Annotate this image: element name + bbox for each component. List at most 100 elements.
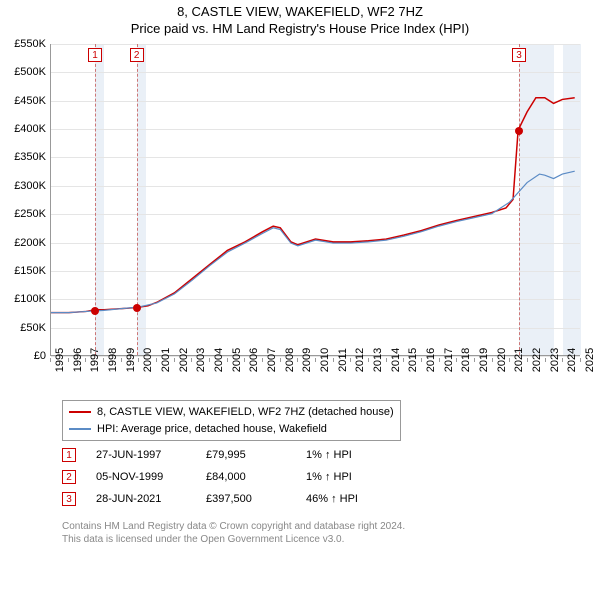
legend-item: HPI: Average price, detached house, Wake… xyxy=(69,421,394,438)
x-tick xyxy=(368,358,369,362)
legend-box: 8, CASTLE VIEW, WAKEFIELD, WF2 7HZ (deta… xyxy=(62,400,401,441)
x-tick xyxy=(315,358,316,362)
x-tick xyxy=(403,358,404,362)
title-subtitle: Price paid vs. HM Land Registry's House … xyxy=(0,21,600,38)
x-tick xyxy=(191,358,192,362)
footer-line2: This data is licensed under the Open Gov… xyxy=(62,533,405,546)
x-tick-label: 2021 xyxy=(513,348,525,372)
y-tick-label: £500K xyxy=(14,66,46,78)
footer-attribution: Contains HM Land Registry data © Crown c… xyxy=(62,520,405,546)
x-tick xyxy=(492,358,493,362)
x-tick xyxy=(386,358,387,362)
x-axis-labels: 1995199619971998199920002001200220032004… xyxy=(50,358,580,398)
sale-dot xyxy=(133,304,141,312)
x-tick-label: 2022 xyxy=(531,348,543,372)
x-tick-label: 2023 xyxy=(549,348,561,372)
x-tick-label: 2014 xyxy=(390,348,402,372)
x-tick-label: 1997 xyxy=(89,348,101,372)
sales-row-date: 27-JUN-1997 xyxy=(96,449,206,461)
x-tick xyxy=(350,358,351,362)
x-tick-label: 2003 xyxy=(195,348,207,372)
x-tick-label: 2005 xyxy=(231,348,243,372)
x-tick-label: 2024 xyxy=(566,348,578,372)
sales-row: 2 05-NOV-1999£84,0001% ↑ HPI xyxy=(62,466,416,488)
x-tick xyxy=(580,358,581,362)
sales-row-diff: 1% ↑ HPI xyxy=(306,449,416,461)
y-tick-label: £300K xyxy=(14,180,46,192)
legend-item: 8, CASTLE VIEW, WAKEFIELD, WF2 7HZ (deta… xyxy=(69,404,394,421)
sale-marker-number: 1 xyxy=(88,48,102,62)
x-tick xyxy=(562,358,563,362)
y-axis-labels: £0£50K£100K£150K£200K£250K£300K£350K£400… xyxy=(0,44,48,356)
sales-row-diff: 46% ↑ HPI xyxy=(306,493,416,505)
x-tick-label: 2025 xyxy=(584,348,596,372)
x-tick xyxy=(156,358,157,362)
series-line-hpi xyxy=(51,171,575,312)
x-tick-label: 2010 xyxy=(319,348,331,372)
legend-label: HPI: Average price, detached house, Wake… xyxy=(97,421,327,438)
y-tick-label: £550K xyxy=(14,38,46,50)
sales-row-date: 05-NOV-1999 xyxy=(96,471,206,483)
y-tick-label: £200K xyxy=(14,237,46,249)
x-tick-label: 2013 xyxy=(372,348,384,372)
x-tick xyxy=(545,358,546,362)
x-tick-label: 2004 xyxy=(213,348,225,372)
sale-marker-number: 2 xyxy=(130,48,144,62)
legend-swatch xyxy=(69,428,91,430)
y-tick-label: £350K xyxy=(14,151,46,163)
x-tick-label: 2015 xyxy=(407,348,419,372)
y-tick-label: £250K xyxy=(14,208,46,220)
x-tick xyxy=(421,358,422,362)
x-tick-label: 2019 xyxy=(478,348,490,372)
y-tick-label: £0 xyxy=(34,350,46,362)
x-tick-label: 2000 xyxy=(142,348,154,372)
legend-swatch xyxy=(69,411,91,413)
x-tick xyxy=(333,358,334,362)
x-tick-label: 2020 xyxy=(496,348,508,372)
sales-row-price: £79,995 xyxy=(206,449,306,461)
sale-marker-number: 3 xyxy=(512,48,526,62)
x-tick-label: 1999 xyxy=(125,348,137,372)
x-tick-label: 2011 xyxy=(337,348,349,372)
sales-row-number: 1 xyxy=(62,448,76,462)
x-tick xyxy=(280,358,281,362)
y-tick-label: £100K xyxy=(14,293,46,305)
x-tick-label: 2017 xyxy=(443,348,455,372)
legend-label: 8, CASTLE VIEW, WAKEFIELD, WF2 7HZ (deta… xyxy=(97,404,394,421)
sale-dot xyxy=(91,307,99,315)
x-tick xyxy=(68,358,69,362)
x-tick xyxy=(138,358,139,362)
x-tick-label: 1996 xyxy=(72,348,84,372)
x-tick xyxy=(262,358,263,362)
chart-svg xyxy=(51,44,580,355)
x-tick-label: 1995 xyxy=(54,348,66,372)
x-tick xyxy=(209,358,210,362)
x-tick xyxy=(103,358,104,362)
sales-table: 1 27-JUN-1997£79,9951% ↑ HPI 2 05-NOV-1999£… xyxy=(62,444,416,510)
sales-row-diff: 1% ↑ HPI xyxy=(306,471,416,483)
sales-row-number: 2 xyxy=(62,470,76,484)
x-tick-label: 2016 xyxy=(425,348,437,372)
x-tick-label: 2009 xyxy=(301,348,313,372)
x-tick-label: 2012 xyxy=(354,348,366,372)
x-tick xyxy=(244,358,245,362)
sales-row-date: 28-JUN-2021 xyxy=(96,493,206,505)
x-tick-label: 2008 xyxy=(284,348,296,372)
x-tick xyxy=(474,358,475,362)
y-tick-label: £150K xyxy=(14,265,46,277)
footer-line1: Contains HM Land Registry data © Crown c… xyxy=(62,520,405,533)
x-tick xyxy=(456,358,457,362)
sales-row-price: £397,500 xyxy=(206,493,306,505)
x-tick xyxy=(527,358,528,362)
x-tick xyxy=(121,358,122,362)
series-line-property xyxy=(51,98,575,313)
x-tick-label: 2018 xyxy=(460,348,472,372)
y-tick-label: £400K xyxy=(14,123,46,135)
title-address: 8, CASTLE VIEW, WAKEFIELD, WF2 7HZ xyxy=(0,4,600,21)
sales-row-number: 3 xyxy=(62,492,76,506)
x-tick xyxy=(297,358,298,362)
x-tick xyxy=(509,358,510,362)
x-tick-label: 2007 xyxy=(266,348,278,372)
chart-container: 8, CASTLE VIEW, WAKEFIELD, WF2 7HZ Price… xyxy=(0,0,600,590)
sales-row-price: £84,000 xyxy=(206,471,306,483)
